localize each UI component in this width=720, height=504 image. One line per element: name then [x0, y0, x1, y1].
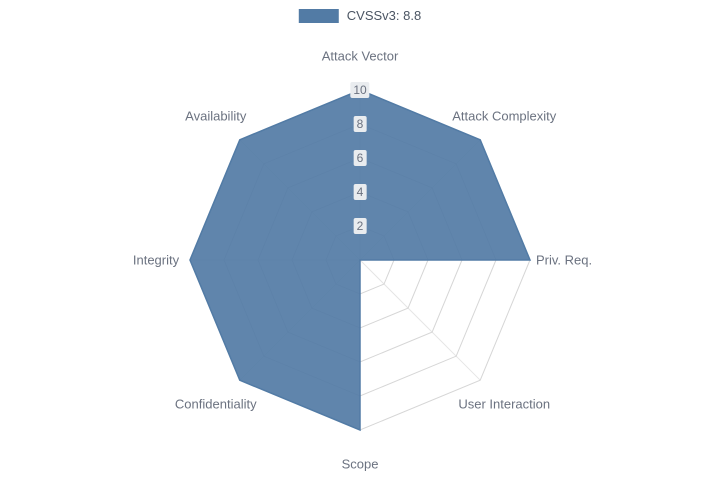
radar-axis-label: Confidentiality	[175, 397, 257, 412]
radar-tick-label: 2	[354, 218, 367, 234]
radar-tick-label: 8	[354, 116, 367, 132]
radar-axis-label: Attack Vector	[322, 49, 399, 64]
radar-axis-label: Attack Complexity	[452, 108, 556, 123]
radar-axis-label: User Interaction	[458, 397, 550, 412]
radar-axis-label: Priv. Req.	[536, 253, 592, 268]
radar-axis-label: Availability	[185, 108, 246, 123]
radar-axis-label: Integrity	[133, 253, 179, 268]
cvss-radar-chart: CVSSv3: 8.8 246810Attack VectorAttack Co…	[0, 0, 720, 504]
radar-svg	[0, 0, 720, 504]
radar-tick-label: 6	[354, 150, 367, 166]
radar-tick-label: 10	[350, 82, 369, 98]
radar-axis-label: Scope	[342, 457, 379, 472]
radar-tick-label: 4	[354, 184, 367, 200]
